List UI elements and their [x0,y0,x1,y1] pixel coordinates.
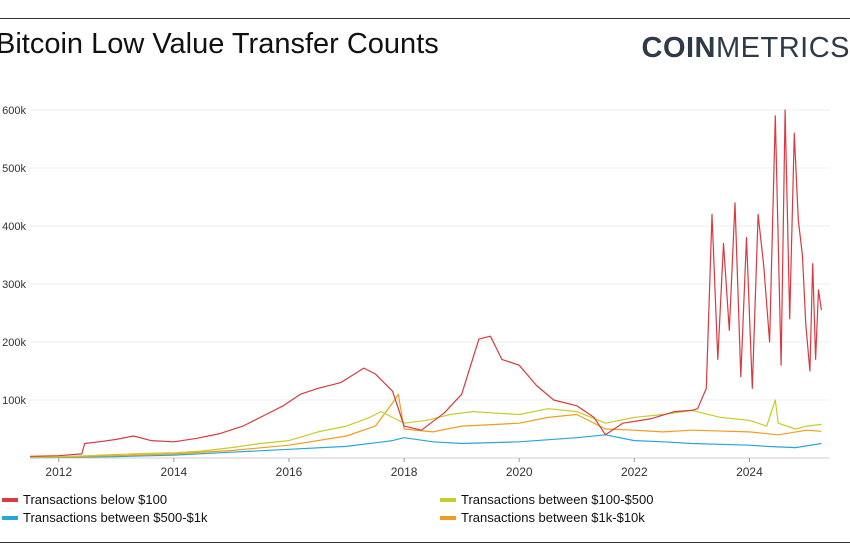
legend-item-500-1k: Transactions between $500-$1k [2,510,208,525]
series-line-1 [29,399,822,458]
legend-label: Transactions between $100-$500 [461,492,654,507]
x-tick-label: 2020 [506,465,533,479]
bottom-border [0,542,850,543]
legend-label: Transactions between $1k-$10k [461,510,645,525]
x-tick-label: 2024 [736,465,763,479]
legend-label: Transactions below $100 [23,492,168,507]
x-tick-label: 2018 [391,465,418,479]
legend-swatch [2,497,18,502]
series-line-2 [29,434,822,459]
top-border [0,18,850,19]
x-tick-label: 2014 [161,465,188,479]
x-tick-label: 2016 [276,465,303,479]
legend-item-1k-10k: Transactions between $1k-$10k [440,510,645,525]
legend-label: Transactions between $500-$1k [23,510,208,525]
logo-light-text: METRICS [716,32,850,64]
legend-swatch [440,515,456,520]
legend-swatch [440,497,456,502]
legend-item-100-500: Transactions between $100-$500 [440,492,653,507]
x-tick-label: 2022 [621,465,648,479]
x-tick-label: 2012 [45,465,72,479]
coinmetrics-logo: COINMETRICS [642,32,850,65]
chart-title: Bitcoin Low Value Transfer Counts [0,28,439,60]
legend-item-below-100: Transactions below $100 [2,492,167,507]
logo-bold-text: COIN [641,32,716,64]
y-tick-label: 300k [2,279,26,291]
y-tick-label: 500k [2,163,26,175]
series-line-0 [29,109,822,457]
y-tick-label: 600k [2,105,26,117]
y-tick-label: 400k [2,221,26,233]
series-line-3 [29,393,822,458]
legend-swatch [2,515,18,520]
y-tick-label: 100k [2,395,26,407]
y-tick-label: 200k [2,337,26,349]
